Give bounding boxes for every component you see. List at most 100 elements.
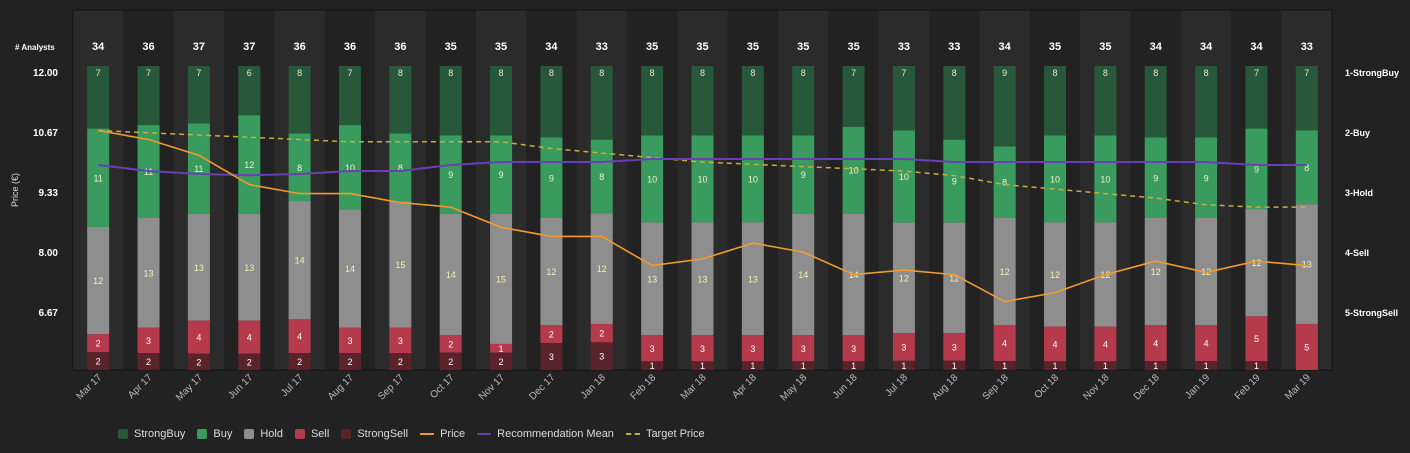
bar-segment-strongsell — [1144, 361, 1167, 370]
segment-value: 9 — [549, 173, 554, 183]
bar-segment-hold — [1144, 218, 1167, 326]
bar-segment-strongbuy — [842, 66, 865, 127]
analyst-count: 34 — [1150, 41, 1163, 53]
bar-segment-sell — [389, 327, 412, 354]
bar-segment-sell — [892, 333, 915, 361]
segment-value: 1 — [650, 361, 655, 371]
segment-value: 3 — [599, 352, 604, 362]
segment-value: 8 — [398, 68, 403, 78]
segment-value: 8 — [750, 68, 755, 78]
segment-value: 1 — [1204, 361, 1209, 371]
y-axis-title: Price (€) — [10, 173, 20, 207]
bar-segment-strongbuy — [641, 66, 664, 136]
segment-value: 10 — [345, 163, 355, 173]
analyst-count: 33 — [948, 41, 960, 53]
legend-item-buy[interactable]: Buy — [197, 428, 232, 440]
segment-value: 3 — [801, 344, 806, 354]
analyst-count: 36 — [344, 41, 356, 53]
bar-segment-sell — [1245, 316, 1268, 362]
segment-value: 5 — [1304, 342, 1309, 352]
bar-segment-strongbuy — [87, 66, 110, 129]
bar-segment-sell — [943, 333, 966, 361]
segment-value: 3 — [398, 336, 403, 346]
analyst-count: 35 — [1099, 41, 1111, 53]
segment-value: 13 — [144, 268, 154, 278]
bar-segment-strongsell — [641, 361, 664, 370]
analysts-header: # Analysts — [15, 43, 55, 52]
target-price-line — [98, 129, 1307, 208]
bar-segment-strongbuy — [892, 66, 915, 131]
segment-value: 9 — [1254, 164, 1259, 174]
segment-value: 10 — [647, 174, 657, 184]
analyst-count: 33 — [596, 41, 608, 53]
bar-segment-strongbuy — [1094, 66, 1117, 136]
segment-value: 10 — [1050, 174, 1060, 184]
segment-value: 1 — [499, 344, 504, 354]
segment-value: 8 — [1053, 68, 1058, 78]
segment-value: 1 — [901, 361, 906, 371]
bar-segment-strongbuy — [1295, 66, 1318, 131]
legend-item-target-price[interactable]: Target Price — [625, 428, 705, 440]
segment-value: 8 — [599, 68, 604, 78]
bar-segment-hold — [540, 218, 563, 326]
bar-segment-sell — [1094, 326, 1117, 362]
bar-segment-sell — [792, 335, 815, 362]
segment-value: 1 — [1002, 361, 1007, 371]
y-axis: 12.00 10.67 9.33 8.00 6.67 — [33, 68, 58, 319]
bar-segment-sell — [691, 335, 714, 362]
segment-value: 10 — [697, 174, 707, 184]
segment-value: 12 — [899, 273, 909, 283]
segment-value: 3 — [952, 342, 957, 352]
bar-segment-strongsell — [288, 353, 311, 370]
bar-segment-strongbuy — [439, 66, 462, 136]
bar-segment-buy — [993, 146, 1016, 218]
bar-segment-hold — [87, 226, 110, 335]
y-tick-label: 9.33 — [39, 188, 59, 199]
segment-value: 9 — [952, 177, 957, 187]
legend-item-price[interactable]: Price — [420, 428, 465, 440]
segment-value: 4 — [1153, 339, 1158, 349]
segment-value: 9 — [1153, 173, 1158, 183]
legend-swatch — [420, 433, 435, 435]
analyst-count: 33 — [1301, 41, 1313, 53]
bar-segment-strongsell — [87, 352, 110, 370]
legend-item-hold[interactable]: Hold — [244, 428, 283, 440]
bar-segment-hold — [389, 201, 412, 328]
segment-value: 11 — [144, 167, 153, 177]
bar-segment-buy — [691, 135, 714, 223]
analyst-count: 35 — [495, 41, 507, 53]
bar-segment-sell — [1195, 325, 1218, 362]
segment-value: 10 — [748, 174, 758, 184]
y-tick-label: 10.67 — [33, 128, 58, 139]
bar-segment-hold — [892, 222, 915, 334]
bar-segment-strongbuy — [540, 66, 563, 138]
bar-segment-strongsell — [137, 353, 160, 370]
legend-item-strongbuy[interactable]: StrongBuy — [118, 428, 185, 440]
analyst-count: 36 — [394, 41, 406, 53]
bar-segment-strongsell — [792, 361, 815, 370]
legend-label: Recommendation Mean — [497, 428, 614, 440]
legend-item-recommendation-mean[interactable]: Recommendation Mean — [477, 428, 614, 440]
bar-segment-strongbuy — [1195, 66, 1218, 138]
legend-swatch — [625, 433, 640, 435]
bar-segment-sell — [238, 320, 261, 354]
segment-value: 2 — [247, 357, 252, 367]
segment-value: 13 — [1302, 260, 1312, 270]
bar-segment-buy — [1044, 135, 1067, 223]
segment-value: 10 — [849, 166, 859, 176]
legend-item-sell[interactable]: Sell — [294, 428, 330, 440]
segment-value: 2 — [599, 329, 604, 339]
legend-label: StrongSell — [357, 428, 409, 440]
bar-segment-sell — [641, 335, 664, 362]
bar-segment-strongbuy — [338, 66, 361, 126]
bar-segment-buy — [792, 135, 815, 214]
segment-value: 12 — [546, 267, 556, 277]
bar-segment-buy — [288, 133, 311, 202]
legend-label: Sell — [310, 428, 330, 440]
bar-segment-strongsell — [187, 353, 210, 370]
bar-segment-strongbuy — [1144, 66, 1167, 138]
segment-value: 8 — [499, 68, 504, 78]
legend-item-strongsell[interactable]: StrongSell — [341, 428, 408, 440]
segment-value: 4 — [1002, 339, 1007, 349]
